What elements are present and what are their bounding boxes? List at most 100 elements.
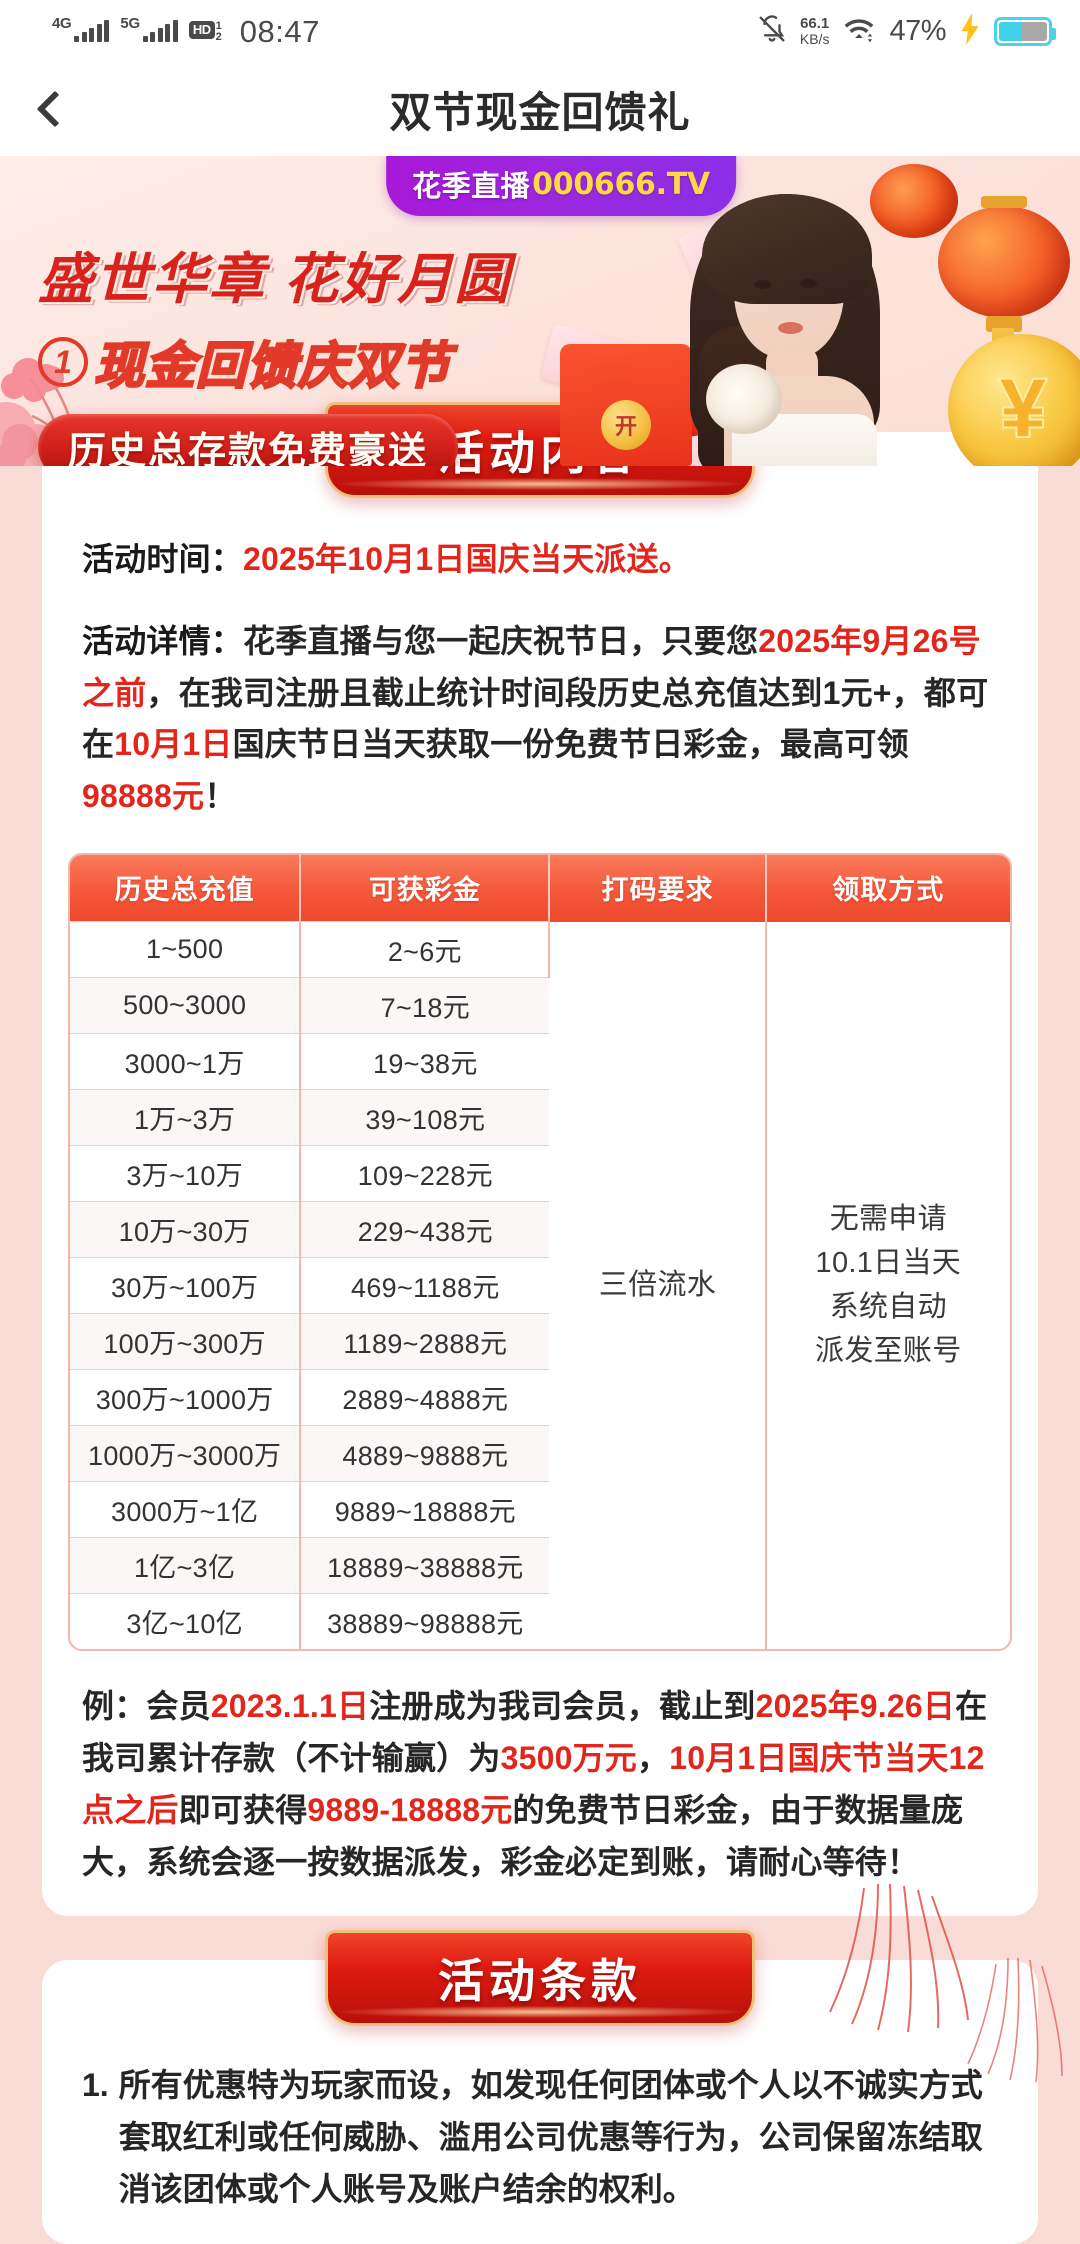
hd-label: HD: [188, 21, 215, 39]
brand-url-pill[interactable]: 花季直播 000666.TV: [386, 156, 736, 216]
model-hair-front: [702, 194, 872, 304]
model-photo: [662, 176, 912, 466]
brand-name-label: 花季直播: [412, 171, 531, 203]
table-row: 500~3000 7~18元: [70, 977, 1010, 1034]
battery-empty: [1021, 21, 1047, 41]
model-lips: [778, 322, 803, 334]
cell-claim-method: 无需申请 10.1日当天 系统自动 派发至账号: [765, 921, 1010, 1650]
activity-terms-body: 1. 所有优惠特为玩家而设，如发现任何团体或个人以不诚实方式套取红利或任何威胁、滥…: [42, 2060, 1038, 2215]
signal-bars-icon: [142, 20, 178, 42]
gold-coin-icon: ¥: [948, 334, 1080, 466]
activity-detail-rich-text: 花季直播与您一起庆祝节日，只要您2025年9月26号之前，在我司注册且截止统计时…: [82, 623, 988, 814]
cell-deposit-range: 100万~300万: [70, 1313, 302, 1370]
banner-headline-secondary-text: 现金回馈庆双节: [93, 326, 452, 398]
plain-text: 在我司累计存款（不计输赢）为: [82, 1688, 988, 1776]
circled-number-icon: 1: [38, 337, 88, 387]
plain-text: ，在我司注册且截止统计时间段历史总充值达到1元+，都可在: [82, 674, 989, 763]
table-row: 3000~1万 19~38元: [70, 1033, 1010, 1090]
table-header-bonus: 可获彩金: [300, 855, 551, 922]
cell-deposit-range: 1000万~3000万: [70, 1425, 302, 1482]
cell-deposit-range: 3000~1万: [70, 1033, 302, 1090]
table-row: 1亿~3亿 18889~38888元: [70, 1537, 1010, 1594]
signal-5g-indicator: 5G: [120, 16, 178, 42]
lantern-icon: [870, 164, 958, 238]
activity-example-body: 例：会员2023.1.1日注册成为我司会员，截止到2025年9.26日在我司累计…: [42, 1681, 1038, 1888]
yuan-symbol: ¥: [998, 363, 1048, 454]
status-bar-clock: 08:47: [239, 13, 320, 49]
network-type-4g-label: 4G: [52, 15, 72, 32]
table-row: 1万~3万 39~108元: [70, 1089, 1010, 1146]
network-type-5g-label: 5G: [120, 15, 140, 32]
activity-terms-badge: 活动条款: [325, 1930, 755, 2027]
battery-icon: [994, 16, 1056, 46]
bell-muted-icon: [757, 13, 787, 50]
cell-bonus-range: 2889~4888元: [300, 1369, 550, 1426]
banner-headline-secondary: 1 现金回馈庆双节: [38, 326, 511, 398]
table-row: 10万~30万 229~438元: [70, 1201, 1010, 1258]
plain-text: 即可获得: [178, 1791, 308, 1828]
cell-wager-requirement: 三倍流水: [549, 921, 767, 1650]
table-header-claim: 领取方式: [765, 855, 1010, 922]
cell-bonus-range: 38889~98888元: [300, 1593, 550, 1650]
cell-bonus-range: 2~6元: [300, 921, 551, 978]
network-speed-indicator: 66.1 KB/s: [800, 16, 830, 46]
highlighted-text: 98888元: [82, 778, 205, 815]
cell-bonus-range: 469~1188元: [300, 1257, 550, 1314]
activity-content-card: 活动内容 活动时间：2025年10月1日国庆当天派送。 活动详情：花季直播与您一…: [42, 402, 1038, 1917]
prize-table-head: 历史总充值 可获彩金 打码要求 领取方式: [70, 855, 1010, 922]
cell-bonus-range: 229~438元: [300, 1201, 550, 1258]
cell-deposit-range: 1万~3万: [70, 1089, 302, 1146]
sim-slot-indicator: 1 2: [216, 21, 222, 43]
table-row: 3亿~10亿 38889~98888元: [70, 1593, 1010, 1650]
cell-bonus-range: 7~18元: [300, 977, 550, 1034]
table-row: 3000万~1亿 9889~18888元: [70, 1481, 1010, 1538]
terms-item: 1. 所有优惠特为玩家而设，如发现任何团体或个人以不诚实方式套取红利或任何威胁、滥…: [82, 2060, 998, 2215]
highlighted-text: 2025年9月26号之前: [82, 622, 981, 711]
highlighted-text: 2023.1.1日: [210, 1688, 370, 1725]
page-scroll-area[interactable]: 花季直播 000666.TV: [0, 156, 1080, 2244]
highlighted-text: 9889-18888元: [307, 1791, 513, 1828]
network-speed-value: 66.1: [800, 14, 830, 32]
activity-example-paragraph: 例：会员2023.1.1日注册成为我司会员，截止到2025年9.26日在我司累计…: [82, 1681, 998, 1888]
banner-headline-block: 盛世华章 花好月圆 1 现金回馈庆双节 历史总存款免费豪送: [38, 234, 511, 466]
sim-slot-bottom: 2: [215, 31, 222, 43]
battery-percent-label: 47%: [889, 14, 946, 47]
sim-slot-top: 1: [215, 20, 222, 32]
cell-deposit-range: 1~500: [70, 921, 302, 978]
cell-bonus-range: 18889~38888元: [300, 1537, 550, 1594]
activity-terms-list: 1. 所有优惠特为玩家而设，如发现任何团体或个人以不诚实方式套取红利或任何威胁、滥…: [82, 2060, 998, 2215]
highlighted-text: 3500万元: [500, 1739, 637, 1776]
activity-terms-badge-label: 活动条款: [438, 1955, 642, 2008]
cell-deposit-range: 10万~30万: [70, 1201, 302, 1258]
table-row: 3万~10万 109~228元: [70, 1145, 1010, 1202]
red-envelope-seal-label: 开: [601, 400, 651, 450]
charging-bolt-icon: [959, 12, 981, 50]
plain-text: ，: [637, 1739, 670, 1776]
activity-time-paragraph: 活动时间：2025年10月1日国庆当天派送。: [82, 534, 998, 586]
table-row: 1000万~3000万 4889~9888元: [70, 1425, 1010, 1482]
cell-bonus-range: 4889~9888元: [300, 1425, 550, 1482]
table-row: 1~500 2~6元 三倍流水 无需申请 10.1日当天 系统自动 派发至账号: [70, 921, 1010, 1650]
prize-table-body: 1~500 2~6元 三倍流水 无需申请 10.1日当天 系统自动 派发至账号 500~300…: [70, 921, 1010, 1650]
activity-detail-label: 活动详情：: [82, 622, 244, 659]
banner-ribbon-tag: 历史总存款免费豪送: [38, 414, 459, 467]
battery-fill: [999, 21, 1022, 41]
cell-bonus-range: 9889~18888元: [300, 1481, 550, 1538]
banner-ribbon-label: 历史总存款免费豪送: [68, 430, 429, 467]
cell-deposit-range: 3万~10万: [70, 1145, 302, 1202]
cell-bonus-range: 1189~2888元: [300, 1313, 550, 1370]
white-flower-icon: [706, 364, 782, 434]
activity-content-body: 活动时间：2025年10月1日国庆当天派送。 活动详情：花季直播与您一起庆祝节日…: [42, 534, 1038, 823]
highlighted-text: 2025年9.26日: [755, 1688, 956, 1725]
prize-table: 历史总充值 可获彩金 打码要求 领取方式 1~500 2~6元 三倍流水 无需申请 10…: [70, 855, 1010, 1650]
prize-table-wrapper: 历史总充值 可获彩金 打码要求 领取方式 1~500 2~6元 三倍流水 无需申请 10…: [68, 853, 1012, 1652]
page-title: 双节现金回馈礼: [389, 88, 691, 136]
signal-bars-icon: [74, 20, 110, 42]
status-bar-right: 66.1 KB/s 47%: [757, 12, 1056, 50]
hd-volte-icon: HD 1 2: [188, 21, 222, 43]
model-eye: [754, 280, 771, 289]
wifi-icon: [842, 15, 876, 48]
table-row: 300万~1000万 2889~4888元: [70, 1369, 1010, 1426]
plain-text: 注册成为我司会员，截止到: [369, 1688, 756, 1725]
terms-item-text: 所有优惠特为玩家而设，如发现任何团体或个人以不诚实方式套取红利或任何威胁、滥用公…: [118, 2067, 983, 2208]
